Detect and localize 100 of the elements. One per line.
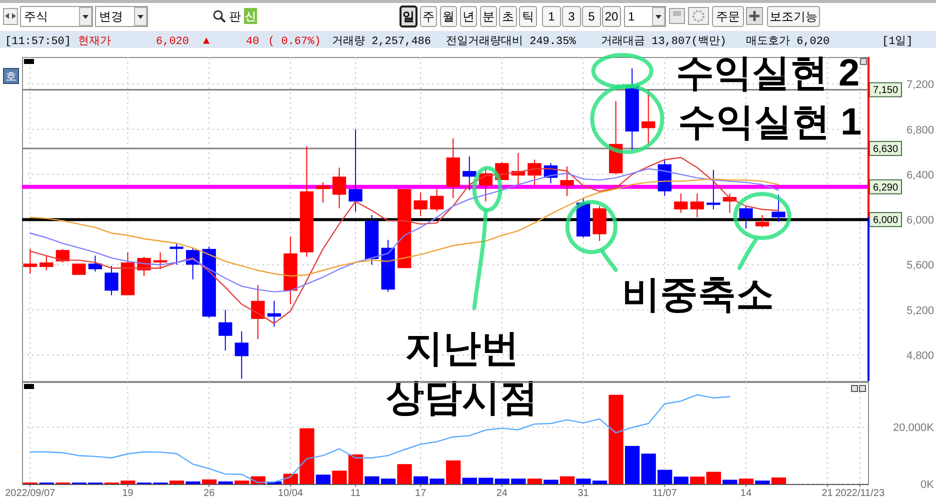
bar (544, 480, 558, 484)
candlestick (23, 248, 37, 274)
annotation: 수익실현 2 (676, 52, 860, 95)
candlestick (642, 89, 656, 146)
y-tick-label: 5,200 (906, 304, 934, 317)
text: 호 (6, 71, 16, 83)
y-tick-label: 5,600 (906, 260, 934, 272)
text: 1 (548, 10, 556, 24)
text: 년 (462, 10, 474, 24)
y-tick-label: 6,800 (906, 124, 934, 136)
x-tick-label: 14 (740, 488, 752, 499)
ref-line-label: 6,290 (872, 182, 898, 194)
candlestick (348, 128, 362, 212)
candlestick (88, 255, 102, 272)
bar (186, 481, 200, 484)
line-series (30, 178, 780, 277)
candlestick (218, 309, 232, 352)
text: 분 (482, 10, 494, 24)
text: 주 (422, 10, 434, 24)
bar (738, 478, 754, 484)
bar (234, 480, 250, 484)
annotation: 지난번 상담시점 (386, 328, 538, 419)
x-tick-label: 2022/11/23 (835, 488, 885, 499)
text: [11:57:50] (5, 36, 72, 48)
text: ( 0.67%) (268, 36, 321, 48)
x-tick-label: 21 (822, 488, 834, 499)
bar (169, 480, 184, 484)
ref-line-label: 7,150 (872, 85, 898, 96)
candlestick (414, 192, 428, 217)
candlestick (332, 167, 346, 209)
text: 주문 (716, 10, 740, 24)
bar (202, 479, 217, 484)
x-tick-label: 10/04 (278, 488, 304, 499)
text: 틱 (522, 10, 534, 24)
text: 5 (588, 10, 596, 24)
bar (722, 480, 738, 484)
bar (527, 478, 542, 484)
ref-line-label: 6,000 (872, 215, 898, 226)
bar (316, 474, 331, 484)
y-tick-label: 0K (920, 479, 935, 491)
bar (755, 480, 770, 484)
candlestick (739, 206, 753, 230)
text: 판 (229, 10, 241, 24)
text: 거래량 2,257,486 (332, 35, 432, 48)
y-tick-label: 6,400 (906, 169, 934, 182)
x-tick-label: 11 (350, 488, 362, 499)
candlestick (706, 169, 720, 210)
candlestick (430, 188, 444, 212)
text: 주식 (24, 10, 48, 24)
candlestick (153, 252, 168, 270)
text: 신 (245, 11, 256, 23)
bar (706, 472, 721, 484)
text: 보조기능 (770, 10, 818, 24)
text: 6,020 (156, 36, 190, 48)
y-tick-label: 20,000K (893, 422, 935, 434)
text: 매도호가 6,020 (746, 35, 830, 48)
bar (397, 464, 412, 484)
ref-line-label: 6,630 (872, 144, 898, 155)
bar (690, 476, 705, 484)
candlestick (251, 284, 265, 340)
text: 현재가 (78, 35, 111, 48)
x-tick-label: 11/07 (652, 488, 678, 499)
text: 1 (628, 10, 635, 24)
annotation: 수익실현 1 (678, 101, 862, 144)
x-tick-label: 24 (496, 488, 508, 499)
x-tick-label: 26 (204, 488, 216, 499)
text: [1일] (882, 35, 913, 48)
bar (608, 394, 624, 484)
candlestick (674, 193, 688, 214)
x-tick-label: 31 (578, 488, 590, 499)
candlestick (40, 255, 54, 271)
y-tick-label: 4,800 (906, 350, 934, 362)
text: ▲ (203, 36, 210, 48)
text: 월 (442, 10, 454, 24)
candlestick (690, 193, 704, 218)
text: 초 (502, 10, 514, 24)
x-tick-label: 2022/09/07 (5, 488, 56, 499)
candlestick (104, 265, 118, 296)
candlestick (462, 156, 476, 191)
text: 변경 (99, 10, 123, 24)
candlestick (234, 330, 248, 380)
annotation: 비중축소 (622, 274, 774, 316)
x-tick-label: 19 (122, 488, 134, 499)
text: 전일거래량대비 249.35% (446, 35, 576, 48)
bar (771, 477, 786, 484)
candlestick (755, 214, 770, 228)
bar (560, 476, 575, 484)
x-tick-label: 17 (415, 488, 427, 499)
bar (674, 476, 688, 484)
text: 20 (604, 10, 618, 24)
candlestick (316, 182, 330, 204)
candlestick (560, 166, 574, 196)
y-tick-label: 6,000 (906, 214, 934, 227)
text: 일 (402, 10, 414, 24)
candlestick (772, 194, 786, 222)
bar (218, 481, 233, 484)
candlestick (170, 242, 184, 266)
text: 3 (568, 10, 576, 24)
text: 40 (246, 36, 260, 48)
candlestick (528, 159, 542, 186)
